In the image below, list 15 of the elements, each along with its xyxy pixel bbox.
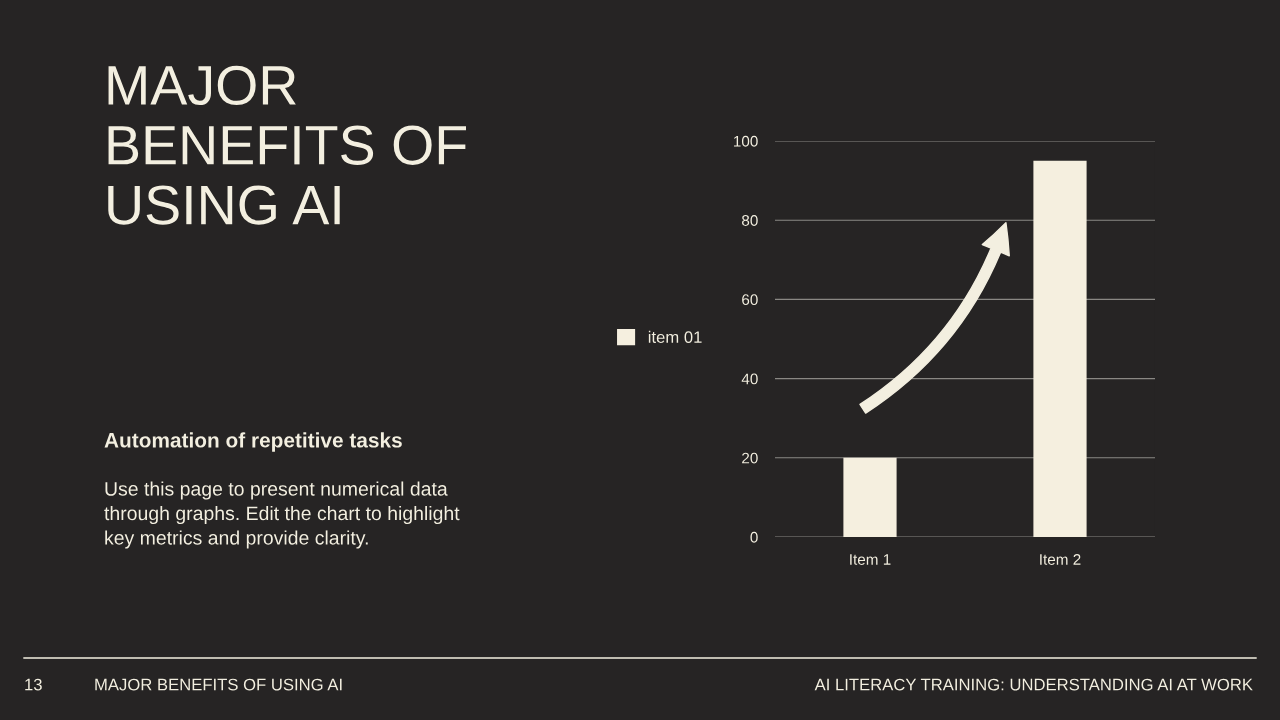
y-tick-label: 0 [750,531,758,543]
y-tick-label: 100 [734,135,758,147]
y-tick-label: 40 [741,373,758,385]
text: MAJOR BENEFITS OF USING AI [108,65,467,225]
text: 13 [25,678,42,691]
x-tick-label: Item 2 [1040,554,1081,565]
y-tick-label: 20 [742,452,758,464]
x-tick-label: Item 1 [850,554,891,565]
text: Use this page to present numerical data through graphs. Edit the chart to highlight key metrics and provide clarity. [104,481,460,549]
text: Automation of repetitive tasks [104,432,402,452]
y-tick-label: 60 [742,294,758,306]
text: AI LITERACY TRAINING: UNDERSTANDING AI AT WORK [814,678,1253,691]
text: MAJOR BENEFITS OF USING AI [95,678,342,691]
y-tick-label: 80 [742,215,758,226]
legend-label: item 01 [648,330,702,344]
